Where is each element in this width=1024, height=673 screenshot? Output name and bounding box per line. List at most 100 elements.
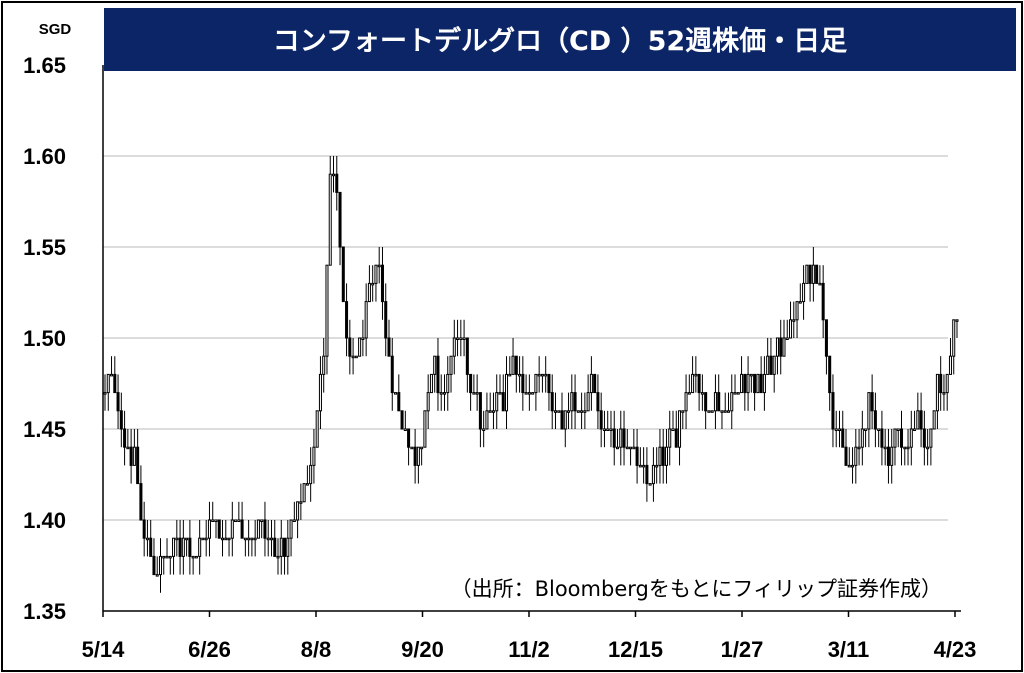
candle-body	[909, 428, 913, 448]
candle-body	[126, 446, 130, 450]
candle-body	[459, 337, 463, 340]
candle-body	[472, 392, 476, 395]
candle-body	[439, 392, 443, 395]
candle-body	[635, 446, 639, 466]
candle-body	[851, 464, 855, 468]
y-tick-label: 1.60	[23, 144, 66, 169]
candle-body	[622, 428, 626, 448]
candle-body	[661, 446, 665, 466]
candle-body	[224, 537, 228, 541]
candle-body	[518, 373, 522, 377]
candle-body	[547, 373, 551, 394]
candle-body	[694, 373, 698, 377]
candle-body	[805, 264, 809, 284]
x-tick-label: 1/27	[721, 637, 764, 662]
candle-body	[397, 392, 401, 412]
candle-body	[854, 446, 858, 466]
candle-body	[802, 282, 806, 303]
candle-body	[828, 355, 832, 394]
candle-body	[351, 355, 355, 359]
candle-body	[655, 464, 659, 468]
candle-body	[570, 392, 574, 412]
candle-body	[615, 446, 620, 450]
candle-body	[580, 410, 584, 413]
candle-body	[550, 392, 554, 412]
candle-body	[857, 446, 861, 450]
candle-body	[292, 519, 296, 522]
candle-body	[586, 392, 590, 412]
candle-body	[299, 501, 303, 504]
candle-body	[557, 410, 561, 413]
candle-body	[759, 373, 763, 394]
candle-body	[922, 428, 926, 448]
candle-body	[374, 264, 378, 284]
candle-body	[423, 410, 427, 448]
candle-body	[942, 392, 946, 395]
candle-body	[309, 464, 313, 485]
candle-body	[485, 410, 489, 430]
candle-body	[145, 537, 149, 541]
candle-body	[123, 428, 127, 448]
candle-body	[606, 428, 610, 431]
candle-body	[276, 555, 280, 559]
candle-body	[247, 537, 251, 541]
candle-body	[403, 428, 407, 431]
candle-body	[720, 410, 724, 413]
candle-body	[433, 355, 437, 375]
candle-body	[952, 319, 956, 357]
candle-body	[495, 392, 499, 412]
candle-body	[527, 392, 531, 395]
candle-body	[540, 373, 544, 377]
candle-body	[837, 428, 841, 431]
chart-title: コンフォートデルグロ（CD ）52週株価・日足	[273, 25, 847, 57]
candle-body	[273, 537, 277, 557]
candle-body	[452, 337, 456, 357]
candle-body	[348, 337, 352, 357]
candle-body	[955, 319, 959, 322]
candle-body	[256, 519, 260, 539]
candle-body	[674, 428, 678, 448]
candle-body	[877, 428, 881, 431]
candle-body	[573, 392, 577, 412]
candle-body	[811, 264, 815, 284]
candle-body	[906, 446, 910, 450]
x-tick-label: 12/15	[608, 637, 663, 662]
x-tick-label: 3/11	[828, 637, 870, 662]
candle-body	[645, 464, 649, 485]
candle-body	[505, 373, 509, 412]
candle-body	[723, 410, 727, 413]
candle-body	[903, 446, 907, 450]
candle-body	[214, 519, 218, 522]
candle-body	[619, 428, 623, 448]
y-tick-label: 1.50	[23, 326, 66, 351]
x-tick-label: 9/20	[401, 637, 444, 662]
candle-body	[420, 446, 424, 450]
candle-body	[629, 446, 633, 450]
candle-body	[684, 392, 688, 412]
candlesticks	[103, 156, 959, 593]
candle-body	[234, 519, 238, 522]
candle-body	[599, 410, 603, 430]
candle-body	[746, 373, 750, 394]
candle-body	[331, 173, 336, 177]
candle-body	[717, 392, 721, 412]
candle-body	[642, 464, 646, 468]
candle-body	[478, 392, 482, 430]
candle-body	[283, 537, 287, 557]
candle-body	[886, 446, 890, 466]
candle-body	[511, 355, 515, 375]
candle-body	[596, 392, 600, 412]
x-tick-labels: 5/14 6/26 8/8 9/20 11/2 12/15 1/27 3/11 4/23	[82, 611, 976, 662]
candle-body	[426, 392, 430, 412]
candle-body	[691, 373, 695, 394]
candle-body	[390, 355, 394, 394]
candle-body	[834, 428, 838, 431]
candle-body	[576, 410, 580, 413]
candle-body	[407, 428, 411, 448]
candle-body	[583, 410, 587, 413]
candle-body	[501, 392, 505, 412]
candle-body	[678, 410, 682, 448]
candle-body	[632, 446, 636, 450]
